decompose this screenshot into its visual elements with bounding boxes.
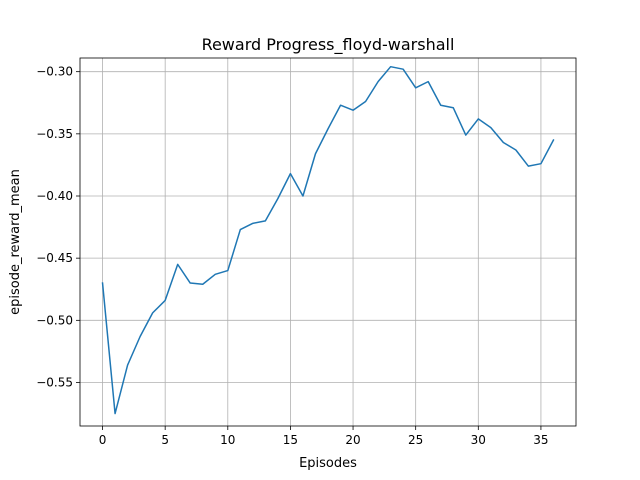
x-tick-label: 35 — [533, 433, 548, 447]
x-tick-label: 20 — [345, 433, 360, 447]
y-axis-label: episode_reward_mean — [8, 169, 23, 315]
y-tick-label: −0.30 — [36, 65, 73, 79]
x-tick-label: 25 — [408, 433, 423, 447]
y-tick-label: −0.55 — [36, 375, 73, 389]
chart-title: Reward Progress_floyd-warshall — [202, 35, 455, 55]
x-axis-label: Episodes — [299, 456, 357, 471]
y-tick-label: −0.35 — [36, 127, 73, 141]
x-tick-label: 10 — [220, 433, 235, 447]
series-layer — [101, 65, 555, 415]
x-tick-label: 0 — [99, 433, 107, 447]
y-tick-label: −0.50 — [36, 313, 73, 327]
axis-ticks: 0 5 10 15 20 25 30 35 −0.55 −0.50 −0.45 −0.40 −0.35 −… — [36, 65, 548, 447]
y-tick-label: −0.45 — [36, 251, 73, 265]
gridlines — [80, 58, 576, 426]
x-tick-label: 15 — [283, 433, 298, 447]
reward-line — [101, 65, 555, 415]
plot-frame — [79, 57, 577, 427]
x-tick-label: 30 — [471, 433, 486, 447]
x-tick-label: 5 — [161, 433, 169, 447]
y-tick-label: −0.40 — [36, 189, 73, 203]
